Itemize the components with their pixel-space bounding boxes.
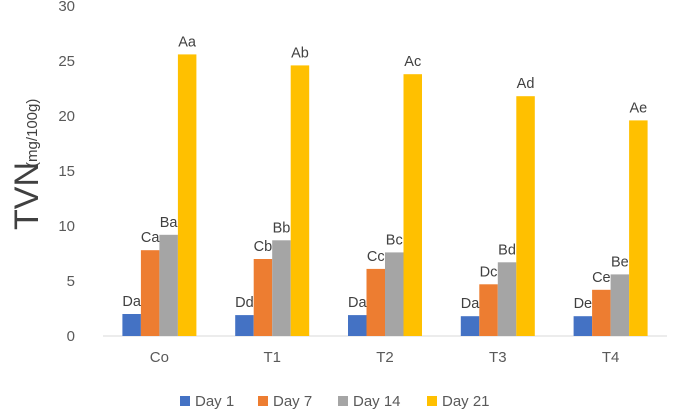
data-label: Ce xyxy=(592,270,611,286)
bar-day-7-t3 xyxy=(479,284,498,336)
legend-swatch xyxy=(180,396,190,406)
data-label: Dc xyxy=(480,264,498,280)
bar-day-7-co xyxy=(140,250,160,336)
data-label: Ab xyxy=(291,45,309,61)
bars xyxy=(122,54,648,337)
legend: Day 1 Day 7 Day 14 Day 21 xyxy=(180,393,490,410)
legend-item: Day 1 xyxy=(180,393,234,410)
bar-day-1-t2 xyxy=(348,315,367,336)
bar-day-14-co xyxy=(159,234,178,336)
x-axis-ticks: Co T1 T2 T3 T4 xyxy=(150,349,620,366)
data-label: Da xyxy=(348,295,367,311)
legend-label: Day 14 xyxy=(353,393,401,410)
data-label: Aa xyxy=(178,34,197,50)
data-label: Be xyxy=(611,254,629,270)
legend-swatch xyxy=(338,396,348,406)
bar-day-14-t1 xyxy=(272,240,291,336)
legend-item: Day 14 xyxy=(338,393,401,410)
bar-day-1-co xyxy=(122,314,141,336)
data-label: Cb xyxy=(254,239,273,255)
legend-swatch xyxy=(427,396,437,406)
y-tick-label: 25 xyxy=(58,53,75,70)
legend-item: Day 7 xyxy=(258,393,312,410)
legend-label: Day 7 xyxy=(273,393,312,410)
y-tick-label: 10 xyxy=(58,218,75,235)
data-label: Cc xyxy=(367,249,385,265)
bar-day-1-t3 xyxy=(460,316,480,336)
y-tick-label: 15 xyxy=(58,163,75,180)
data-label: Bb xyxy=(273,220,291,236)
x-tick-label: T2 xyxy=(376,349,394,366)
legend-label: Day 1 xyxy=(195,393,234,410)
y-axis-title: TVN (mg/100g) xyxy=(8,99,46,230)
bar-day-21-t2 xyxy=(403,74,422,336)
y-tick-label: 5 xyxy=(67,273,75,290)
bar-day-7-t4 xyxy=(592,289,611,336)
data-label: Bd xyxy=(498,242,516,258)
y-tick-label: 30 xyxy=(58,0,75,15)
data-label: Da xyxy=(122,294,141,310)
data-label: Ad xyxy=(517,76,535,92)
legend-swatch xyxy=(258,396,268,406)
data-label: De xyxy=(574,296,593,312)
y-axis-unit: (mg/100g) xyxy=(24,99,41,167)
bar-day-7-t1 xyxy=(253,259,273,336)
y-axis-ticks: 0 5 10 15 20 25 30 xyxy=(58,0,75,345)
legend-label: Day 21 xyxy=(442,393,490,410)
data-label: Ba xyxy=(160,215,179,231)
y-axis-label: TVN xyxy=(8,162,46,230)
data-label: Ae xyxy=(629,100,647,116)
bar-day-21-t4 xyxy=(629,120,648,337)
bar-day-1-t1 xyxy=(235,315,254,336)
bar-day-14-t3 xyxy=(497,262,517,336)
x-tick-label: T3 xyxy=(489,349,507,366)
bar-day-21-t1 xyxy=(290,65,310,337)
legend-item: Day 21 xyxy=(427,393,490,410)
y-tick-label: 20 xyxy=(58,108,75,125)
bar-day-21-co xyxy=(177,54,197,337)
y-tick-label: 0 xyxy=(67,328,75,345)
bar-day-1-t4 xyxy=(573,316,593,336)
bar-day-7-t2 xyxy=(366,268,385,336)
data-label: Ca xyxy=(141,230,160,246)
data-label: Dd xyxy=(235,295,254,311)
bar-day-14-t4 xyxy=(610,274,630,336)
data-label: Ac xyxy=(404,54,421,70)
x-tick-label: Co xyxy=(150,349,169,366)
x-tick-label: T4 xyxy=(602,349,620,366)
bar-day-21-t3 xyxy=(516,96,535,336)
data-label: Da xyxy=(461,296,480,312)
bar-day-14-t2 xyxy=(385,252,404,336)
x-tick-label: T1 xyxy=(263,349,281,366)
data-label: Bc xyxy=(386,232,403,248)
